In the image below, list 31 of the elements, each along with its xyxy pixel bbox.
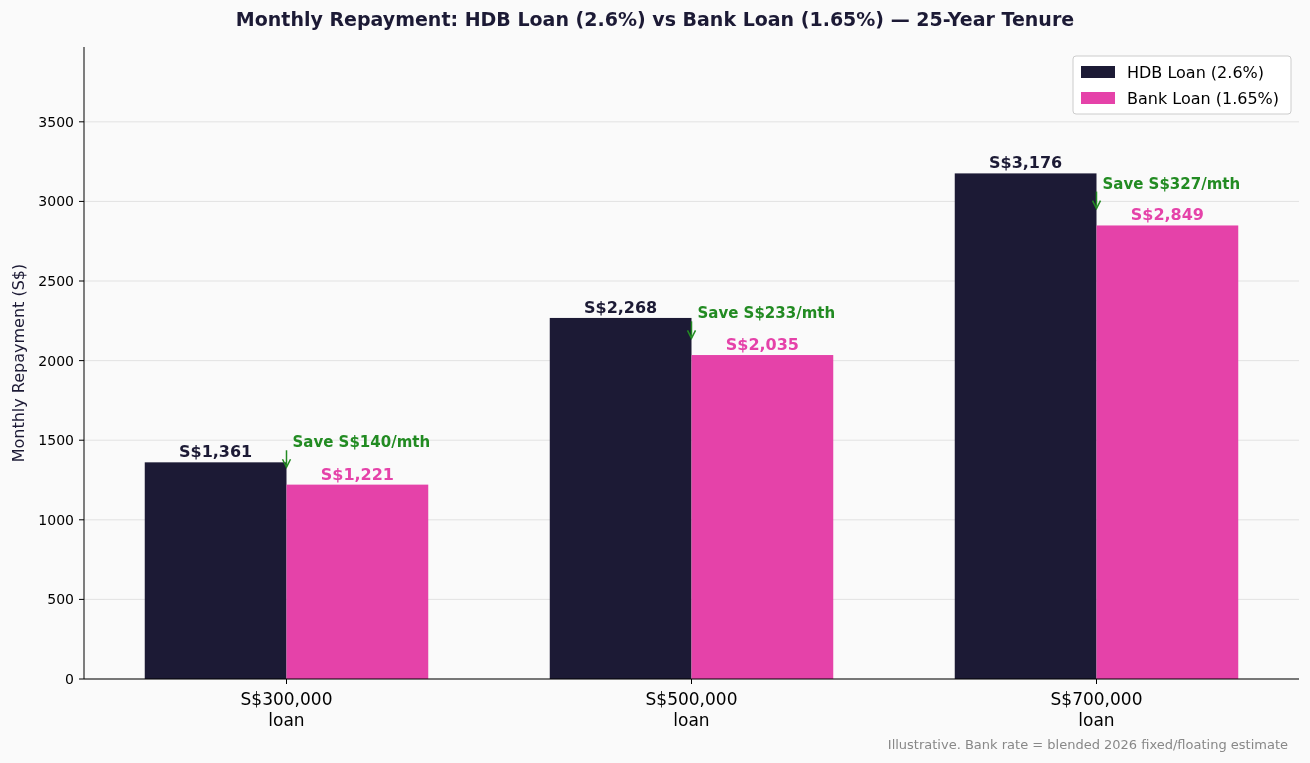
- y-tick-label: 0: [65, 670, 74, 687]
- data-label: S$2,849: [1130, 205, 1205, 225]
- bar: [144, 462, 287, 679]
- y-tick-label: 1000: [38, 511, 74, 528]
- legend-label: Bank Loan (1.65%): [1127, 88, 1280, 108]
- bar: [691, 355, 834, 679]
- y-tick-label: 3500: [38, 113, 74, 130]
- y-tick-label: 500: [47, 591, 74, 608]
- data-label: S$1,361: [178, 442, 253, 462]
- x-tick-label: S$300,000 loan: [240, 689, 333, 730]
- bar: [1096, 225, 1239, 679]
- y-tick-label: 3000: [38, 193, 74, 210]
- legend-label: HDB Loan (2.6%): [1127, 62, 1264, 82]
- x-tick-label: S$700,000 loan: [1050, 689, 1143, 730]
- y-tick-label: 1500: [38, 432, 74, 449]
- y-axis-title: Monthly Repayment (S$): [9, 263, 28, 463]
- y-tick-label: 2000: [38, 352, 74, 369]
- data-label: S$2,268: [583, 297, 658, 317]
- data-label: S$3,176: [988, 153, 1063, 173]
- bar: [549, 317, 692, 679]
- chart-title: Monthly Repayment: HDB Loan (2.6%) vs Bank Loan (1.65%) — 25-Year Tenure: [235, 8, 1075, 30]
- text: Illustrative. Bank rate = blended 2026 fixed/floating estimate: [887, 737, 1288, 752]
- annotation: Save S$233/mth: [697, 304, 836, 323]
- data-label: S$1,221: [320, 464, 395, 484]
- bar: [954, 173, 1097, 679]
- y-tick-label: 2500: [38, 272, 74, 289]
- x-tick-label: S$500,000 loan: [645, 689, 738, 730]
- annotation: Save S$140/mth: [292, 433, 431, 452]
- bar: [286, 484, 429, 679]
- annotation: Save S$327/mth: [1102, 174, 1241, 193]
- data-label: S$2,035: [725, 335, 800, 355]
